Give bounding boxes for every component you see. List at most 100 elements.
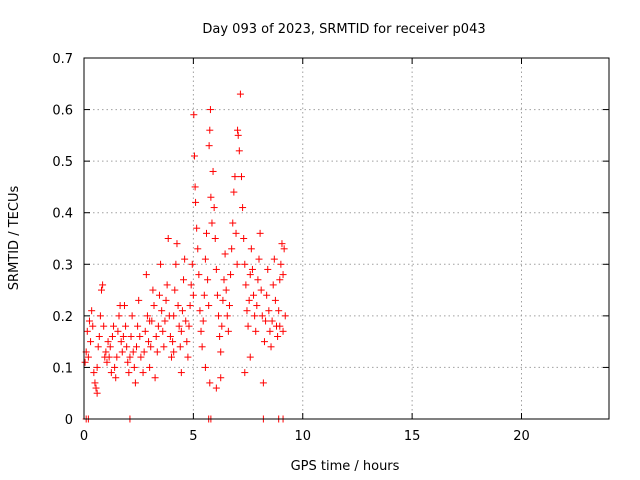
data-point — [256, 256, 263, 263]
data-point — [214, 292, 221, 299]
data-point — [201, 292, 208, 299]
data-point — [233, 230, 240, 237]
data-point — [237, 91, 244, 98]
data-point — [131, 364, 138, 371]
data-point — [96, 333, 103, 340]
data-point — [196, 307, 203, 314]
data-point — [163, 297, 170, 304]
data-point — [182, 318, 189, 325]
data-point — [183, 338, 190, 345]
x-tick-label: 15 — [404, 429, 421, 444]
data-point — [93, 385, 100, 392]
y-tick-label: 0.7 — [52, 52, 73, 67]
x-tick-label: 5 — [189, 429, 197, 444]
data-point — [177, 343, 184, 350]
axis-ticks — [84, 58, 609, 419]
data-point — [98, 287, 105, 294]
data-point — [86, 318, 93, 325]
data-point — [179, 307, 186, 314]
data-point — [223, 287, 230, 294]
data-point — [171, 287, 178, 294]
data-point — [189, 261, 196, 268]
data-point — [222, 250, 229, 257]
data-point — [135, 297, 142, 304]
data-point — [90, 369, 97, 376]
y-tick-label: 0.1 — [52, 361, 73, 376]
data-point — [252, 328, 259, 335]
data-point — [170, 312, 177, 319]
data-point — [206, 142, 213, 149]
data-point — [97, 312, 104, 319]
data-point — [280, 328, 287, 335]
data-point — [280, 271, 287, 278]
data-point — [193, 225, 200, 232]
data-point — [225, 328, 232, 335]
data-point — [276, 323, 283, 330]
data-point — [253, 302, 260, 309]
data-point — [264, 266, 271, 273]
data-point — [186, 323, 193, 330]
data-point — [111, 364, 118, 371]
data-point — [258, 287, 265, 294]
data-point — [218, 323, 225, 330]
data-point — [192, 183, 199, 190]
data-point — [274, 333, 281, 340]
data-point — [206, 379, 213, 386]
x-tick-label: 20 — [513, 429, 530, 444]
data-point — [116, 312, 123, 319]
data-point — [263, 292, 270, 299]
data-point — [108, 369, 115, 376]
data-point — [235, 132, 242, 139]
data-point — [243, 307, 250, 314]
data-point — [270, 281, 277, 288]
data-point — [190, 292, 197, 299]
data-point — [113, 354, 120, 361]
data-point — [134, 323, 141, 330]
data-point — [184, 354, 191, 361]
data-point — [165, 235, 172, 242]
x-tick-label: 0 — [80, 429, 88, 444]
data-point — [217, 374, 224, 381]
data-point — [192, 199, 199, 206]
data-point — [129, 312, 136, 319]
data-point — [203, 230, 210, 237]
data-point — [212, 235, 219, 242]
data-point — [241, 261, 248, 268]
data-point — [217, 348, 224, 355]
data-point — [198, 328, 205, 335]
data-point — [142, 328, 149, 335]
data-point — [178, 369, 185, 376]
chart-title: Day 093 of 2023, SRMTID for receiver p04… — [202, 22, 485, 37]
data-point — [146, 364, 153, 371]
data-point — [195, 271, 202, 278]
data-point — [247, 354, 254, 361]
data-point — [164, 281, 171, 288]
data-point — [242, 281, 249, 288]
data-point — [161, 318, 168, 325]
data-point — [152, 374, 159, 381]
data-point — [239, 204, 246, 211]
data-point — [250, 292, 257, 299]
data-point — [155, 323, 162, 330]
data-point — [224, 312, 231, 319]
data-point — [268, 343, 275, 350]
data-point — [265, 307, 272, 314]
data-point — [140, 369, 147, 376]
data-point — [248, 245, 255, 252]
data-point — [114, 328, 121, 335]
grid-lines — [84, 58, 609, 419]
data-point — [194, 245, 201, 252]
data-point — [282, 312, 289, 319]
data-point — [109, 333, 116, 340]
data-point — [241, 369, 248, 376]
data-point — [271, 256, 278, 263]
data-point — [88, 307, 95, 314]
data-point — [94, 390, 101, 397]
data-point — [202, 256, 209, 263]
tick-labels: 0 5 10 15 20 0 0.1 0.2 0.3 0.4 0.5 0.6 0.7 — [52, 52, 529, 444]
data-point — [123, 343, 130, 350]
y-tick-label: 0.6 — [52, 104, 73, 119]
y-tick-label: 0.5 — [52, 155, 73, 170]
data-point — [213, 266, 220, 273]
data-point — [272, 297, 279, 304]
